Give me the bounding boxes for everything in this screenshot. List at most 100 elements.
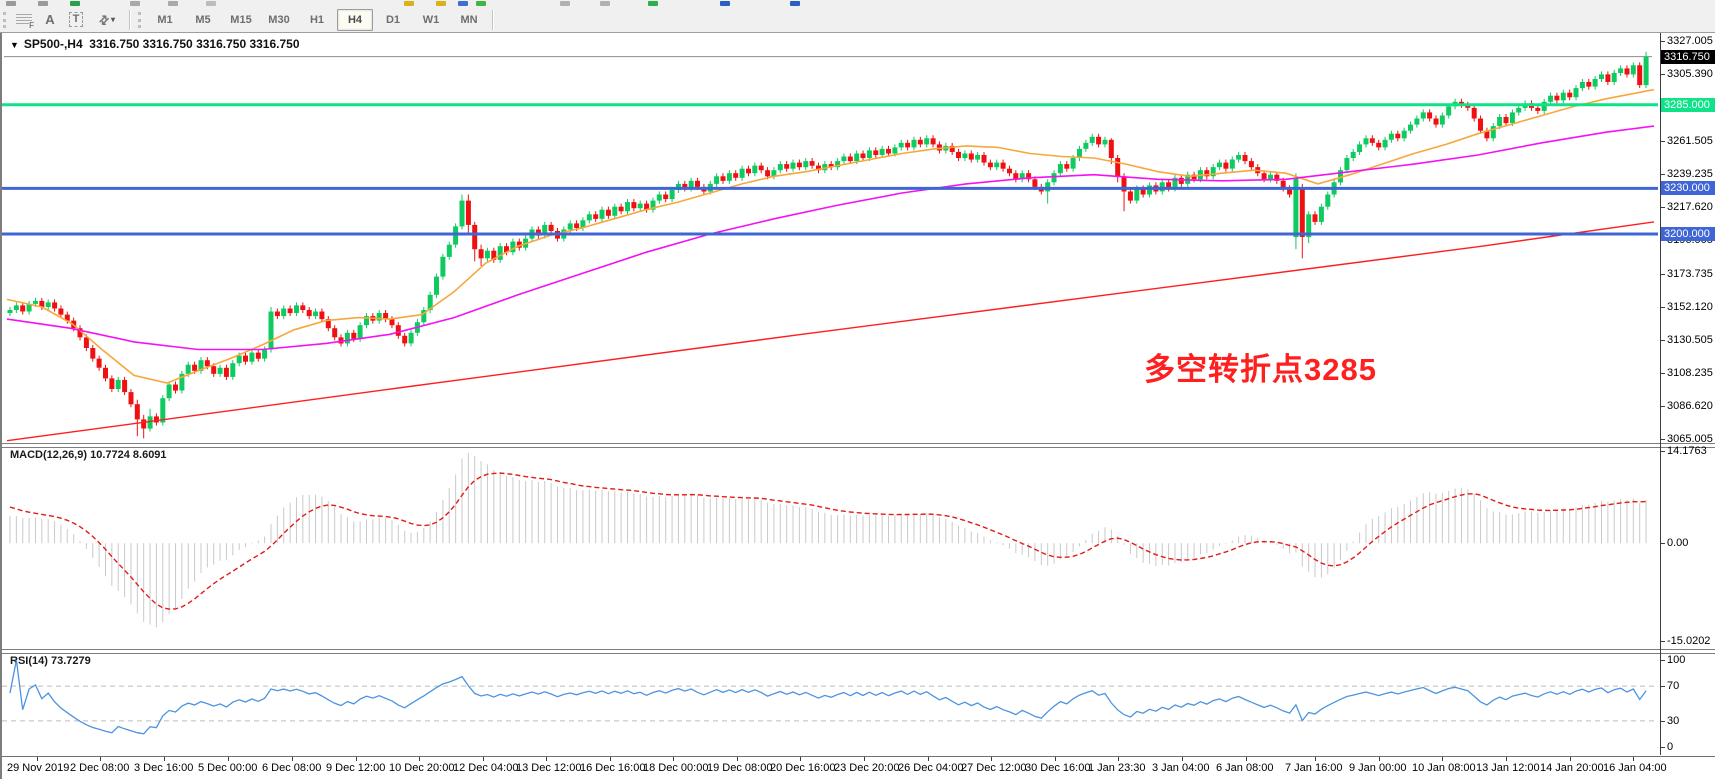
- clipped-toolbar-icon: [6, 1, 16, 6]
- time-tick: [228, 757, 229, 761]
- medium-ma-line: [6, 125, 1655, 351]
- arrows-icon: ⇄: [95, 10, 113, 29]
- time-tick: [1055, 757, 1056, 761]
- axis-tick: [1660, 660, 1665, 661]
- date-tick-label: 5 Dec 00:00: [198, 762, 258, 774]
- timeframe-button-m5[interactable]: M5: [195, 13, 211, 26]
- axis-tick: [1660, 439, 1665, 441]
- date-tick-label: 2 Dec 08:00: [70, 762, 130, 774]
- time-tick: [546, 757, 547, 761]
- axis-tick: [1660, 640, 1665, 642]
- price-tick-label: 3239.235: [1667, 168, 1713, 181]
- price-tick-label: 3130.505: [1667, 333, 1713, 346]
- chart-annotation-text: 多空转折点3285: [1144, 352, 1377, 387]
- rsi-chart-layer[interactable]: [2, 652, 1658, 756]
- date-tick-label: 10 Jan 08:00: [1412, 762, 1476, 774]
- price-tick-label: 3086.620: [1667, 400, 1713, 413]
- time-tick: [1246, 757, 1247, 761]
- time-tick: [356, 757, 357, 761]
- toolbar-row-clipped: [0, 0, 1715, 6]
- date-tick-label: 20 Dec 16:00: [770, 762, 836, 774]
- rsi-indicator-label: RSI(14) 73.7279: [10, 655, 91, 667]
- axis-tick: [1660, 140, 1665, 142]
- text-tool-button[interactable]: T: [63, 9, 89, 30]
- timeframe-button-m1[interactable]: M1: [157, 13, 173, 26]
- price-tick-label: 3152.120: [1667, 300, 1713, 313]
- slow-ma-line: [6, 221, 1655, 442]
- timeframe-button-d1[interactable]: D1: [385, 13, 401, 26]
- timeframe-button-m15[interactable]: M15: [230, 13, 252, 26]
- axis-tick: [1660, 373, 1665, 375]
- time-tick: [1379, 757, 1380, 761]
- price-tick-label: 3327.005: [1667, 35, 1713, 47]
- date-tick-label: 19 Dec 08:00: [707, 762, 773, 774]
- time-tick: [737, 757, 738, 761]
- macd-axis-label: -15.0202: [1667, 634, 1711, 647]
- axis-tick: [1660, 41, 1665, 42]
- date-tick-label: 10 Dec 20:00: [389, 762, 455, 774]
- time-axis[interactable]: 29 Nov 2019 2 Dec 08:00 3 Dec 16:00 5 Dec 0…: [2, 756, 1715, 779]
- toolbar-grip[interactable]: [3, 11, 6, 28]
- timeframe-button-m30[interactable]: M30: [268, 13, 290, 26]
- axis-tick: [1660, 339, 1665, 341]
- price-tick-label: 3065.005: [1667, 433, 1713, 446]
- time-tick: [800, 757, 801, 761]
- date-tick-label: 9 Dec 12:00: [326, 762, 386, 774]
- time-tick: [928, 757, 929, 761]
- rsi-axis-label: 0: [1667, 741, 1674, 753]
- time-tick: [483, 757, 484, 761]
- timeframes-toolbar: M1 M5 M15 M30 H1 H4 D1 W1 MN: [146, 8, 488, 31]
- macd-axis-label: 14.1763: [1667, 444, 1707, 457]
- price-tick-label: 3305.390: [1667, 67, 1713, 80]
- clipped-toolbar-icon: [404, 1, 414, 6]
- clipped-toolbar-icon: [790, 1, 800, 6]
- time-tick: [1118, 757, 1119, 761]
- collapse-icon[interactable]: ▼: [10, 40, 19, 50]
- hline-price-tag: 3200.000: [1661, 227, 1715, 242]
- toolbar-separator: [129, 9, 131, 30]
- clipped-toolbar-icon: [168, 1, 178, 6]
- clipped-toolbar-icon: [130, 1, 140, 6]
- panel-splitter[interactable]: [2, 649, 1715, 654]
- macd-chart-layer[interactable]: [2, 447, 1658, 649]
- axis-tick: [1660, 543, 1665, 545]
- date-tick-label: 13 Dec 12:00: [516, 762, 582, 774]
- axis-tick: [1660, 450, 1665, 452]
- rsi-axis-label: 30: [1667, 714, 1680, 727]
- panel-splitter[interactable]: [2, 443, 1715, 448]
- date-tick-label: 14 Jan 20:00: [1540, 762, 1604, 774]
- chart-symbol-period: SP500-,H4: [23, 37, 83, 51]
- price-tick-label: 3261.505: [1667, 134, 1713, 147]
- timeframe-button-h1[interactable]: H1: [309, 13, 325, 26]
- axis-tick: [1660, 406, 1665, 408]
- time-tick: [1633, 757, 1634, 761]
- hline-price-tag: 3230.000: [1661, 181, 1715, 196]
- axis-tick: [1660, 273, 1665, 275]
- time-tick: [419, 757, 420, 761]
- date-tick-label: 12 Dec 04:00: [453, 762, 519, 774]
- price-tick-label: 3173.735: [1667, 267, 1713, 280]
- clipped-toolbar-icon: [648, 1, 658, 6]
- text-label-tool-button[interactable]: A: [45, 12, 55, 27]
- clipped-toolbar-icon: [600, 1, 610, 6]
- axis-tick: [1660, 720, 1665, 722]
- chart-window[interactable]: ▼ SP500-,H4 3316.750 3316.750 3316.750 33…: [0, 33, 1715, 779]
- timeframe-button-w1[interactable]: W1: [422, 13, 440, 26]
- time-tick: [164, 757, 165, 761]
- fast-ma-line: [6, 88, 1655, 384]
- arrow-tools-button[interactable]: ⇄ ▾: [89, 9, 125, 30]
- timeframe-button-mn[interactable]: MN: [460, 13, 478, 26]
- fibonacci-tool-button[interactable]: F: [11, 9, 37, 30]
- rsi-axis-label: 70: [1667, 680, 1680, 693]
- toolbar-grip[interactable]: [138, 11, 141, 28]
- text-icon: T: [68, 12, 84, 27]
- time-tick: [1570, 757, 1571, 761]
- candlestick-chart-layer[interactable]: [2, 35, 1658, 443]
- clipped-toolbar-icon: [560, 1, 570, 6]
- date-tick-label: 6 Dec 08:00: [262, 762, 322, 774]
- time-tick: [864, 757, 865, 761]
- date-tick-label: 7 Jan 16:00: [1285, 762, 1343, 774]
- timeframe-button-h4[interactable]: H4: [337, 8, 373, 31]
- chevron-down-icon[interactable]: ▾: [111, 15, 116, 24]
